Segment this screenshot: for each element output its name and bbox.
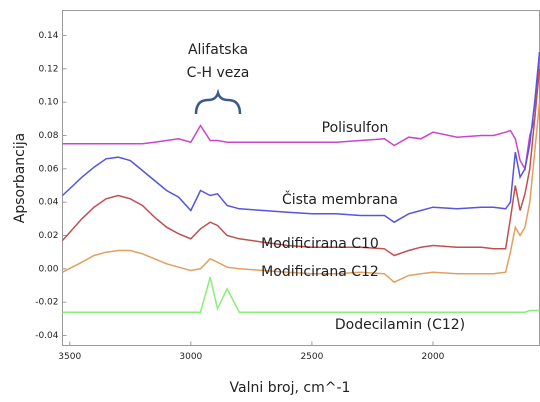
x-tick-label: 2000 bbox=[422, 352, 445, 362]
series-line bbox=[61, 52, 540, 224]
series-line bbox=[62, 102, 540, 284]
series-line bbox=[62, 52, 540, 172]
x-tick-label: 3000 bbox=[179, 352, 202, 362]
series-label: Polisulfon bbox=[322, 120, 389, 136]
plot-area bbox=[62, 10, 540, 346]
series-line bbox=[62, 276, 540, 313]
annotation: Alifatska bbox=[188, 42, 248, 58]
series-label: Dodecilamin (C12) bbox=[335, 317, 465, 333]
y-tick-label: 0.12 bbox=[38, 64, 58, 74]
y-tick-label: 0.04 bbox=[38, 198, 58, 208]
series-label: Modificirana C10 bbox=[261, 236, 379, 252]
series-label: Čista membrana bbox=[282, 190, 398, 208]
y-tick-label: 0.00 bbox=[38, 264, 58, 274]
x-tick-label: 3500 bbox=[58, 352, 81, 362]
brace bbox=[194, 88, 242, 115]
y-axis-label: Apsorbancija bbox=[12, 133, 28, 223]
x-axis-label: Valni broj, cm^-1 bbox=[230, 380, 351, 396]
y-tick-label: -0.02 bbox=[35, 298, 58, 308]
y-tick-label: 0.10 bbox=[38, 98, 58, 108]
y-tick-label: 0.08 bbox=[38, 131, 58, 141]
x-tick-label: 2500 bbox=[300, 352, 323, 362]
y-tick-label: 0.14 bbox=[38, 31, 58, 41]
series-line bbox=[61, 68, 540, 257]
y-tick-label: 0.06 bbox=[38, 164, 58, 174]
series-label: Modificirana C12 bbox=[261, 264, 379, 280]
y-tick-label: 0.02 bbox=[38, 231, 58, 241]
y-tick-label: -0.04 bbox=[35, 331, 59, 341]
annotation: C-H veza bbox=[187, 65, 250, 81]
